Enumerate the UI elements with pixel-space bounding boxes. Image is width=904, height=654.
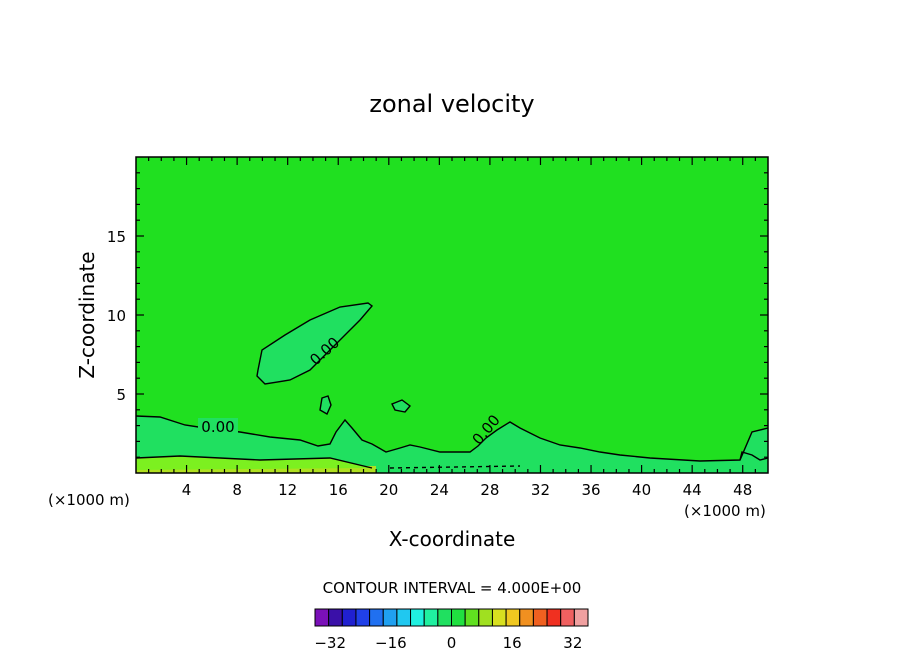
x-tick-label: 28 bbox=[480, 481, 499, 499]
colorbar-swatch bbox=[423, 608, 439, 627]
colorbar-tick-label: 0 bbox=[447, 634, 457, 652]
x-tick-label: 12 bbox=[278, 481, 297, 499]
x-tick-label: 8 bbox=[232, 481, 242, 499]
contour-lines bbox=[135, 302, 769, 469]
x-tick-label: 36 bbox=[581, 481, 600, 499]
colorbar-swatch bbox=[491, 608, 507, 627]
x-axis-ticks: 4 8 12 16 20 24 28 32 36 40 44 48 bbox=[148, 157, 756, 499]
field-background bbox=[136, 157, 768, 473]
contour-line-right bbox=[739, 451, 769, 461]
colorbar-swatch bbox=[519, 608, 534, 627]
colorbar-tick-label: −32 bbox=[314, 634, 346, 652]
x-unit-right: (×1000 m) bbox=[684, 502, 766, 520]
plot-area: 0.00 0.00 0.00 bbox=[135, 156, 769, 474]
colorbar-swatch bbox=[410, 608, 425, 627]
y-axis-ticks: 5 10 15 bbox=[107, 172, 768, 458]
colorbar-tick-label: −16 bbox=[375, 634, 407, 652]
colorbar-swatch bbox=[478, 608, 493, 627]
colorbar-swatch bbox=[464, 608, 480, 627]
contour-label-bg-1 bbox=[198, 418, 238, 434]
colorbar-swatch bbox=[355, 608, 371, 627]
contour-blob-upper bbox=[257, 303, 372, 384]
colorbar-swatch bbox=[505, 608, 521, 627]
y-tick-label: 10 bbox=[107, 307, 126, 325]
x-tick-label: 20 bbox=[379, 481, 398, 499]
colorbar-swatch bbox=[560, 608, 575, 627]
colorbar-ticks: −32 −16 0 16 32 bbox=[314, 634, 582, 652]
colorbar-swatch bbox=[532, 608, 548, 627]
contour-interval-text: CONTOUR INTERVAL = 4.000E+00 bbox=[323, 579, 582, 597]
y-axis-label: Z-coordinate bbox=[75, 251, 99, 378]
colorbar bbox=[314, 608, 589, 627]
x-tick-label: 32 bbox=[531, 481, 550, 499]
colorbar-swatch bbox=[451, 608, 466, 627]
contour-line-lower bbox=[135, 415, 769, 462]
colorbar-swatch bbox=[437, 608, 453, 627]
x-unit-left: (×1000 m) bbox=[48, 491, 130, 509]
negative-band bbox=[136, 456, 372, 470]
x-tick-label: 24 bbox=[430, 481, 449, 499]
contour-line-surface bbox=[135, 455, 373, 469]
chart-title: zonal velocity bbox=[369, 90, 534, 118]
colorbar-swatch bbox=[546, 608, 562, 627]
near-surface-band bbox=[136, 466, 376, 473]
colorbar-swatch bbox=[396, 608, 412, 627]
contour-line-small-1 bbox=[319, 395, 332, 415]
colorbar-swatch bbox=[314, 608, 330, 627]
x-tick-label: 16 bbox=[329, 481, 348, 499]
contour-line-small-2 bbox=[391, 399, 412, 413]
colorbar-swatch bbox=[341, 608, 357, 627]
x-tick-label: 40 bbox=[632, 481, 651, 499]
y-tick-label: 15 bbox=[107, 228, 126, 246]
x-tick-label: 44 bbox=[683, 481, 702, 499]
contour-label-1: 0.00 bbox=[201, 418, 234, 436]
y-tick-label: 5 bbox=[116, 386, 126, 404]
colorbar-swatch bbox=[369, 608, 384, 627]
contour-line-upper bbox=[256, 302, 374, 385]
colorbar-tick-label: 32 bbox=[563, 634, 582, 652]
x-tick-label: 4 bbox=[182, 481, 192, 499]
x-axis-label: X-coordinate bbox=[389, 527, 516, 551]
x-tick-label: 48 bbox=[733, 481, 752, 499]
colorbar-swatch bbox=[382, 608, 398, 627]
colorbar-swatch bbox=[328, 608, 343, 627]
colorbar-swatch bbox=[573, 608, 589, 627]
contour-line-dashed bbox=[389, 465, 521, 469]
colorbar-tick-label: 16 bbox=[503, 634, 522, 652]
